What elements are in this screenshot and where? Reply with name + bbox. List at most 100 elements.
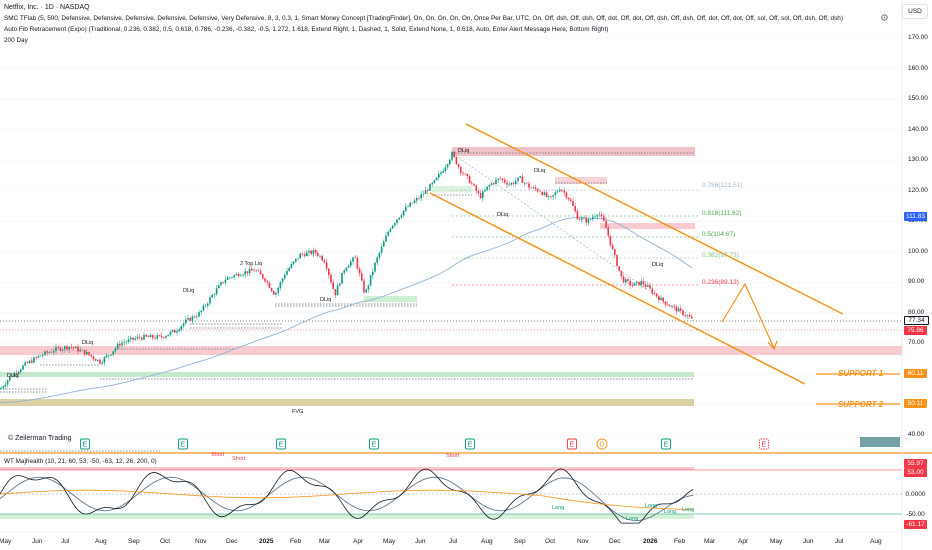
candle-body — [325, 262, 328, 269]
candle-body — [548, 196, 550, 197]
earnings-marker-icon[interactable]: E — [178, 438, 188, 450]
candle-body — [88, 352, 90, 356]
candle-body — [625, 279, 627, 283]
candle-body — [354, 257, 356, 259]
candle-body — [631, 285, 634, 287]
candle-body — [504, 179, 506, 183]
oscillator-axis-label: -61.17 — [904, 520, 927, 529]
earnings-marker-letter: E — [570, 442, 575, 449]
candle-body — [165, 336, 167, 338]
candle-body — [647, 285, 649, 287]
time-tick: Apr — [353, 538, 364, 545]
earnings-marker-icon[interactable]: E — [661, 438, 671, 450]
candle-body — [407, 206, 409, 208]
support-1-label: SUPPORT 1 — [838, 369, 884, 378]
time-tick: Feb — [290, 538, 302, 545]
candle-body — [675, 306, 678, 312]
symbol-title[interactable]: Netflix, Inc. · 1D · NASDAQ — [4, 4, 90, 11]
candle-body — [563, 190, 565, 193]
dliq-label: DLiq — [497, 212, 509, 218]
fib-level-label: 0.382(97.73) — [702, 252, 739, 259]
candle-body — [367, 285, 370, 290]
earnings-marker-letter: E — [468, 442, 473, 449]
mini-widget[interactable] — [860, 437, 900, 447]
candle-body — [614, 249, 616, 256]
candle-body — [13, 373, 15, 377]
candle-body — [303, 254, 306, 257]
candle-body — [262, 274, 264, 279]
oscillator-title[interactable]: WT Majhealth (10, 21, 60, 53, -50, -63, … — [4, 458, 157, 465]
earnings-marker-icon[interactable]: E — [369, 438, 379, 450]
candle-body — [556, 191, 559, 193]
candle-body — [33, 357, 35, 363]
earnings-marker-icon[interactable]: E — [276, 438, 286, 450]
earnings-marker-icon[interactable]: E — [759, 438, 769, 450]
supply-zone-mid — [600, 223, 695, 229]
candle-body — [233, 275, 235, 278]
candle-body — [11, 376, 13, 378]
price-label: 111.83 — [904, 212, 927, 221]
candle-body — [378, 252, 381, 258]
candle-body — [488, 184, 491, 187]
supply-zone-long — [0, 346, 694, 355]
candle-body — [145, 334, 147, 337]
candle-body — [154, 337, 156, 339]
candle-body — [391, 225, 394, 229]
indicator-fib-legend[interactable]: Auto Fib Retracement (Expo) (Traditional… — [4, 26, 609, 33]
earnings-marker-icon[interactable]: E — [80, 438, 90, 450]
projection-path — [721, 282, 775, 349]
candle-body — [486, 186, 488, 190]
candle-body — [48, 352, 51, 353]
price-tick: 120.00 — [908, 186, 928, 194]
earnings-marker-icon[interactable]: E — [567, 438, 577, 450]
candle-body — [116, 343, 119, 349]
candle-body — [312, 250, 315, 254]
candle-body — [427, 190, 429, 191]
price-label: 60.11 — [904, 369, 927, 378]
candle-body — [508, 184, 510, 186]
candle-body — [59, 347, 62, 351]
candle-body — [215, 288, 218, 295]
earnings-marker-letter: E — [181, 442, 186, 449]
candle-body — [70, 346, 73, 348]
candle-body — [684, 315, 686, 316]
candle-body — [231, 277, 233, 278]
candle-body — [57, 347, 59, 348]
currency-button[interactable]: USD — [902, 4, 928, 19]
candle-body — [328, 268, 330, 275]
supply-zone-extended — [694, 346, 902, 355]
earnings-marker-icon[interactable]: D — [596, 438, 608, 450]
candle-body — [638, 281, 640, 286]
candle-body — [636, 281, 638, 283]
indicator-smc-legend[interactable]: SMC TFlab (5, 500, Defensive, Defensive,… — [4, 15, 843, 22]
fib-level-label: 0.5(104.67) — [702, 231, 736, 238]
price-label: 75.86 — [904, 326, 927, 335]
price-tick: 130.00 — [908, 156, 928, 164]
candle-body — [295, 258, 297, 262]
candle-body — [422, 193, 425, 195]
earnings-marker-icon[interactable]: E — [465, 438, 475, 450]
candle-body — [81, 349, 84, 351]
candle-body — [255, 270, 257, 272]
candle-body — [288, 268, 290, 271]
candle-body — [323, 260, 326, 263]
gear-icon[interactable] — [880, 13, 889, 22]
time-tick: Aug — [95, 538, 107, 545]
candle-body — [618, 266, 620, 271]
candle-body — [61, 349, 64, 351]
candle-body — [187, 317, 189, 320]
supply-zone-small — [555, 177, 607, 184]
candle-body — [136, 336, 139, 339]
candle-body — [394, 223, 396, 226]
candle-body — [550, 196, 552, 197]
candle-body — [253, 270, 255, 272]
earnings-marker-letter: E — [664, 442, 669, 449]
indicator-ma-legend[interactable]: 200 Day — [4, 37, 28, 44]
candle-body — [539, 191, 541, 192]
candle-body — [35, 357, 37, 358]
candle-body — [385, 235, 387, 242]
candle-body — [622, 276, 625, 283]
candle-body — [343, 270, 345, 273]
